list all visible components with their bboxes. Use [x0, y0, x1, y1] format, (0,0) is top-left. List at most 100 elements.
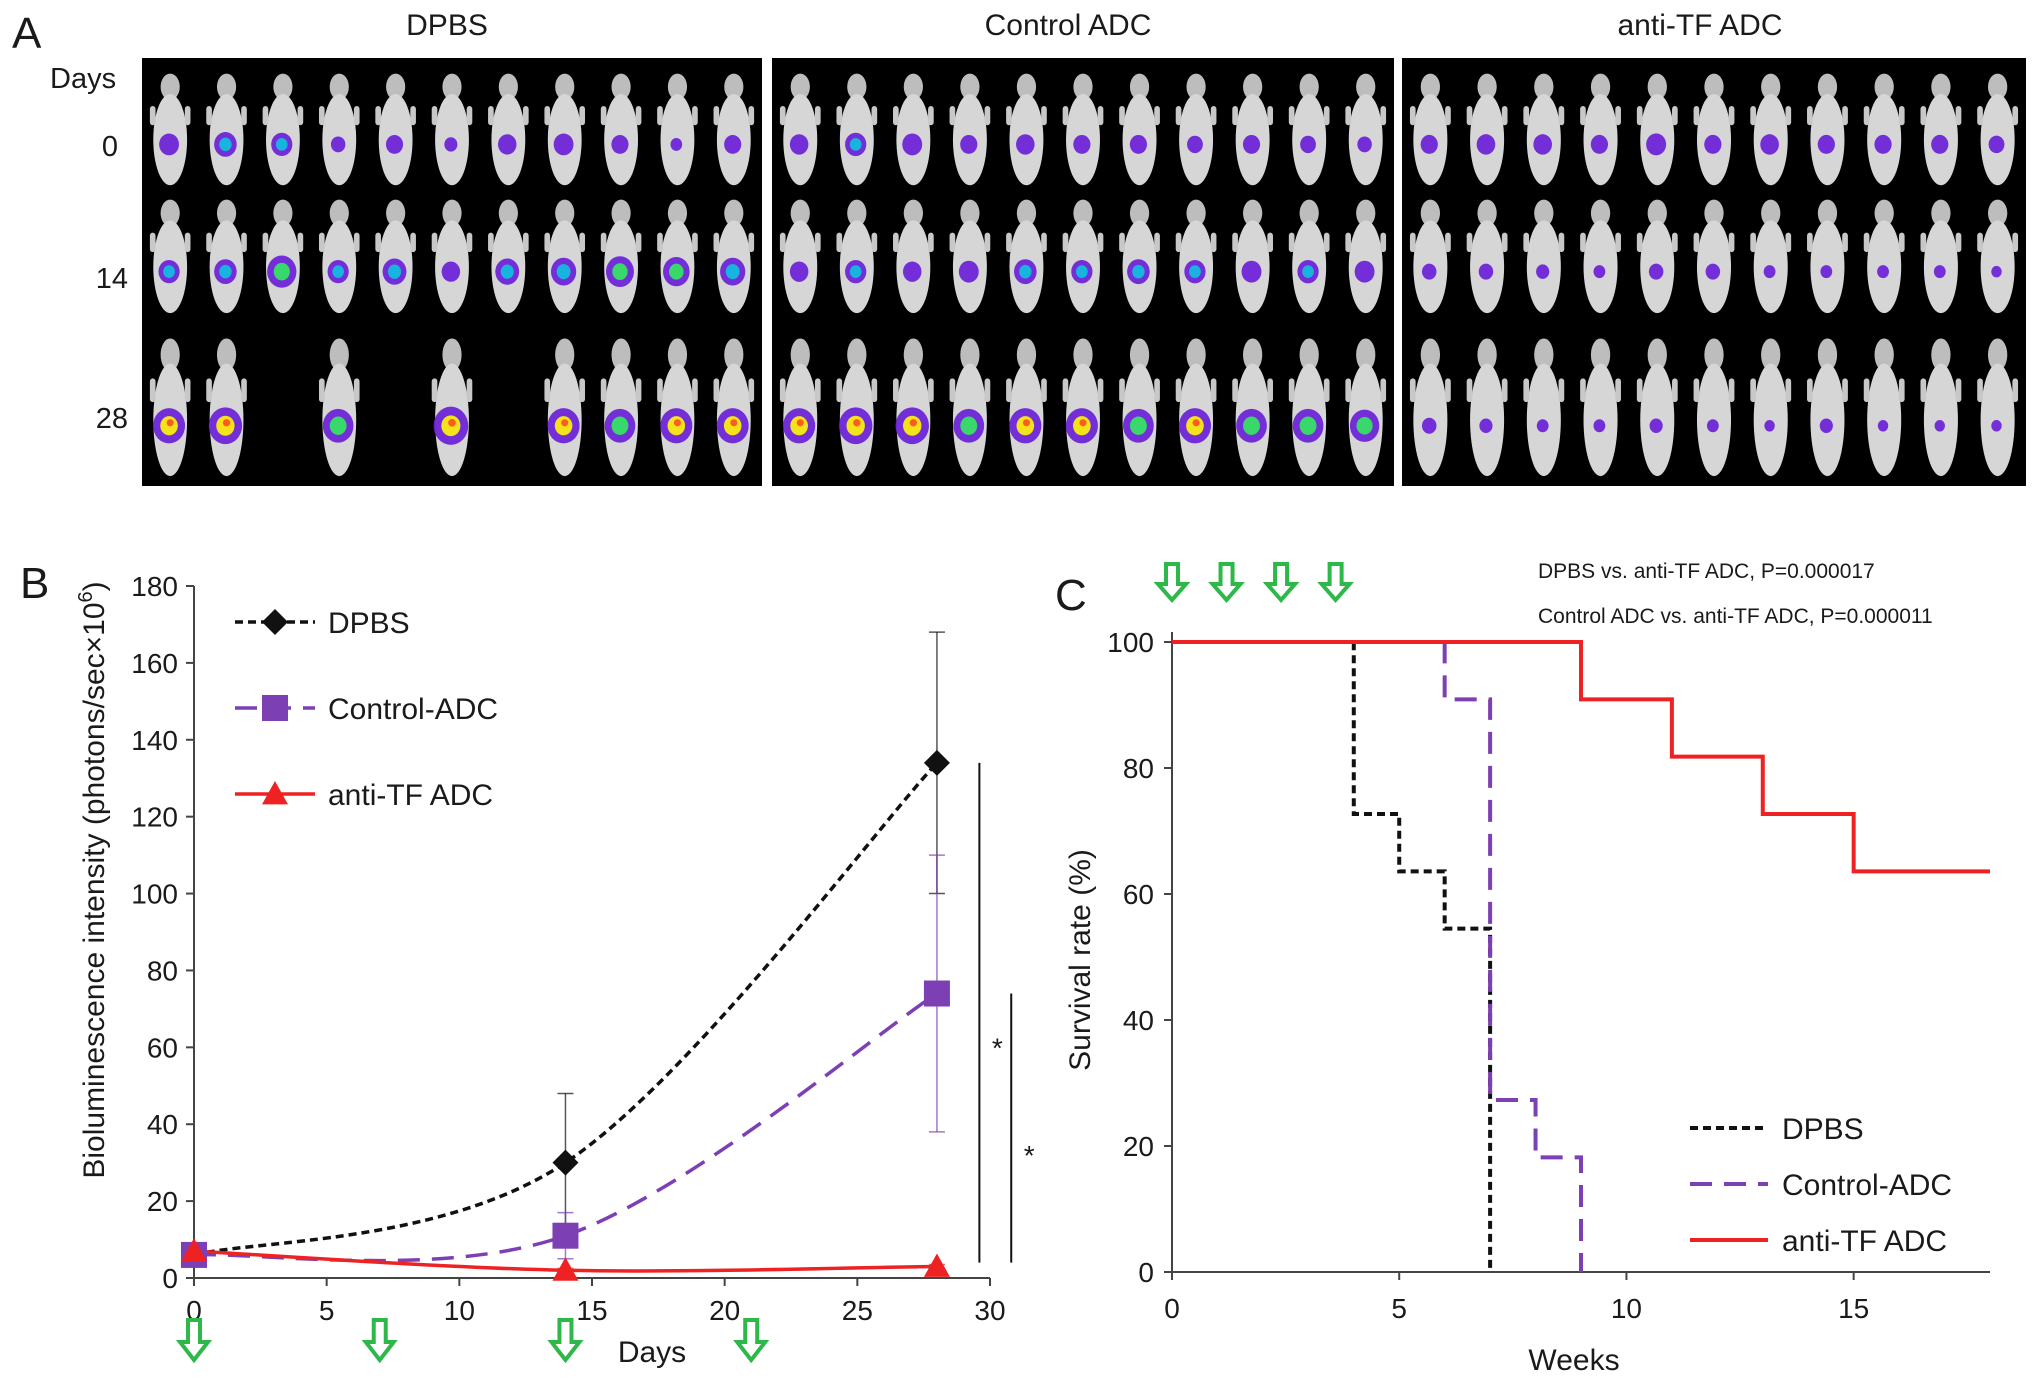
bioluminescence-signal: [1479, 418, 1493, 433]
mouse-image: [949, 199, 991, 314]
bioluminescence-signal: [1874, 134, 1892, 154]
mouse-head: [790, 338, 810, 371]
mouse-arm: [1041, 106, 1047, 126]
bioluminescence-peak: [561, 419, 569, 427]
mouse-head: [160, 338, 180, 371]
mouse-arm: [1955, 378, 1962, 403]
mouse-image: [1006, 338, 1047, 477]
panel-c-annotation-1: DPBS vs. anti-TF ADC, P=0.000017: [1538, 560, 1875, 583]
mouse-head: [1704, 199, 1724, 227]
mouse-head: [1931, 199, 1951, 227]
mouse-head: [1704, 73, 1724, 101]
mouse-image: [1409, 338, 1451, 477]
mouse-arm: [1636, 232, 1643, 253]
mouse-arm: [1097, 378, 1104, 403]
bioluminescence-peak: [1079, 419, 1087, 427]
mouse-arm: [1672, 378, 1678, 403]
bioluminescence-peak: [222, 419, 231, 427]
mouse-head: [1647, 199, 1667, 227]
mouse-arm: [1785, 378, 1792, 403]
bioluminescence-signal: [1478, 263, 1494, 280]
mouse-arm: [635, 378, 642, 403]
bioluminescence-peak: [909, 419, 918, 427]
mouse-arm: [1323, 106, 1330, 126]
mouse-arm: [1154, 106, 1160, 126]
mouse-arm: [1466, 106, 1473, 126]
mouse-image: [206, 199, 247, 314]
row-label-day0: 0: [102, 131, 118, 163]
mouse-head: [960, 73, 980, 101]
mouse-image: [488, 199, 529, 314]
mouse-arm: [1062, 232, 1069, 253]
mouse-image: [375, 73, 416, 186]
x-tick-label: 0: [1164, 1293, 1180, 1324]
mouse-head: [611, 338, 631, 371]
mouse-arm: [1672, 106, 1678, 126]
mouse-head: [790, 199, 810, 227]
bioluminescence-signal: [330, 136, 346, 153]
bioluminescence-signal: [1705, 263, 1721, 280]
mouse-image: [1693, 338, 1735, 477]
mouse-body: [1867, 363, 1902, 477]
mouse-arm: [1558, 378, 1565, 403]
mouse-head: [386, 73, 406, 101]
mouse-image: [1175, 199, 1217, 314]
mouse-arm: [1267, 106, 1273, 126]
bioluminescence-core: [329, 416, 347, 435]
mouse-image: [1693, 73, 1735, 186]
mouse-arm: [1232, 106, 1238, 126]
mouse-arm: [1920, 106, 1927, 126]
bioluminescence-core: [960, 416, 978, 435]
mouse-body: [1923, 363, 1958, 477]
bioluminescence-peak: [448, 418, 456, 427]
mouse-arm: [353, 378, 360, 403]
mouse-arm: [1920, 378, 1927, 403]
bioluminescence-signal: [497, 134, 517, 155]
mouse-arm: [1693, 106, 1700, 126]
y-tick-label: 40: [147, 1109, 178, 1140]
mouse-arm: [1807, 232, 1813, 253]
mouse-arm: [1175, 378, 1182, 403]
mouse-arm: [1345, 378, 1352, 403]
mouse-arm: [375, 232, 381, 253]
mouse-head: [555, 73, 575, 101]
bioluminescence-signal: [159, 133, 179, 156]
mouse-arm: [1955, 232, 1962, 253]
mouse-arm: [1466, 378, 1473, 403]
mouse-arm: [1580, 232, 1586, 253]
mouse-arm: [748, 232, 755, 253]
panel-c-dose-arrows: [1153, 562, 1355, 604]
panel-a: A Days 0 14 28 DPBS Control ADC anti-TF …: [12, 9, 2026, 486]
y-tick-label: 100: [131, 879, 178, 910]
mouse-arm: [657, 106, 663, 126]
mouse-arm: [1920, 232, 1927, 253]
mouse-image: [949, 338, 991, 477]
mouse-head: [1987, 73, 2008, 101]
mouse-head: [1534, 199, 1554, 227]
mouse-arm: [184, 232, 191, 253]
mouse-head: [667, 338, 688, 371]
bioluminescence-signal: [724, 134, 742, 154]
mouse-arm: [600, 232, 607, 253]
mouse-head: [1299, 338, 1319, 371]
mouse-image: [600, 73, 642, 186]
mouse-image: [1920, 199, 1962, 314]
mouse-arm: [928, 378, 934, 403]
mouse-arm: [893, 232, 899, 253]
bioluminescence-peak: [1022, 419, 1030, 427]
bioluminescence-signal: [553, 133, 574, 156]
panel-b-dose-arrows: [175, 1318, 770, 1364]
mouse-arm: [871, 378, 878, 403]
data-point-square: [552, 1222, 579, 1249]
mouse-arm: [1615, 378, 1621, 403]
mouse-arm: [1175, 106, 1182, 126]
mouse-head: [790, 73, 810, 101]
mouse-image: [836, 73, 878, 186]
mouse-head: [1356, 338, 1376, 371]
mouse-arm: [1693, 378, 1700, 403]
bioluminescence-core: [1129, 416, 1147, 435]
mouse-head: [1817, 73, 1838, 101]
bioluminescence-signal: [1357, 136, 1372, 153]
y-tick-label: 40: [1123, 1005, 1154, 1036]
